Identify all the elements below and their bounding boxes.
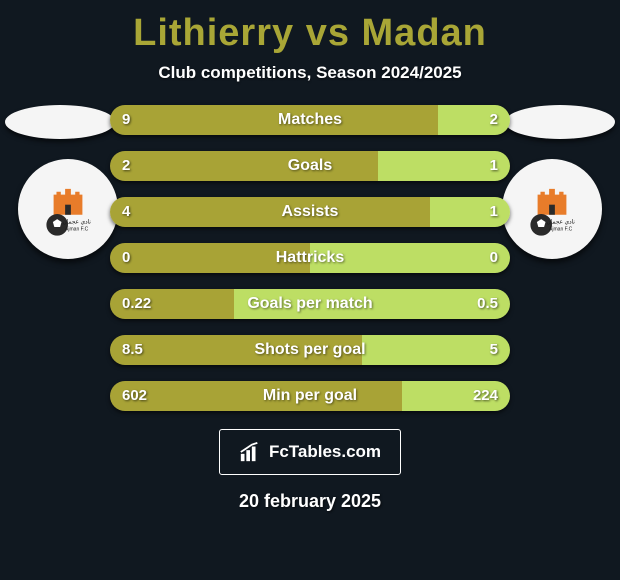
country-flag-left xyxy=(5,105,115,139)
stat-value-right: 1 xyxy=(478,151,510,181)
svg-text:Ajman F.C: Ajman F.C xyxy=(549,227,573,233)
stats-container: 92Matches21Goals41Assists00Hattricks0.22… xyxy=(0,105,620,411)
stat-value-right: 0 xyxy=(478,243,510,273)
stat-row: 00Hattricks xyxy=(110,243,510,273)
stat-value-left: 0.22 xyxy=(110,289,163,319)
date-text: 20 february 2025 xyxy=(0,491,620,512)
branding-text: FcTables.com xyxy=(269,442,381,462)
stat-row: 21Goals xyxy=(110,151,510,181)
stat-value-right: 0.5 xyxy=(465,289,510,319)
stat-row: 41Assists xyxy=(110,197,510,227)
chart-icon xyxy=(239,441,261,463)
page-title: Lithierry vs Madan xyxy=(0,12,620,55)
stat-row: 0.220.5Goals per match xyxy=(110,289,510,319)
stat-value-left: 9 xyxy=(110,105,142,135)
stat-seg-left xyxy=(110,151,378,181)
stat-value-right: 224 xyxy=(461,381,510,411)
svg-text:نادي عجمان: نادي عجمان xyxy=(62,218,91,225)
stat-value-right: 2 xyxy=(478,105,510,135)
content: نادي عجمان Ajman F.C نادي عجمان Ajman F.… xyxy=(0,105,620,411)
stat-seg-left xyxy=(110,105,438,135)
stat-value-left: 0 xyxy=(110,243,142,273)
stat-value-right: 1 xyxy=(478,197,510,227)
svg-text:نادي عجمان: نادي عجمان xyxy=(546,218,575,225)
club-logo-left: نادي عجمان Ajman F.C xyxy=(18,159,118,259)
stat-value-left: 2 xyxy=(110,151,142,181)
stat-seg-left xyxy=(110,197,430,227)
stat-value-left: 8.5 xyxy=(110,335,155,365)
club-logo-right: نادي عجمان Ajman F.C xyxy=(502,159,602,259)
stat-value-left: 602 xyxy=(110,381,159,411)
subtitle: Club competitions, Season 2024/2025 xyxy=(0,63,620,83)
branding-box: FcTables.com xyxy=(219,429,401,475)
stat-row: 92Matches xyxy=(110,105,510,135)
stat-row: 8.55Shots per goal xyxy=(110,335,510,365)
stat-value-right: 5 xyxy=(478,335,510,365)
svg-text:Ajman F.C: Ajman F.C xyxy=(65,227,89,233)
country-flag-right xyxy=(505,105,615,139)
stat-value-left: 4 xyxy=(110,197,142,227)
stat-row: 602224Min per goal xyxy=(110,381,510,411)
